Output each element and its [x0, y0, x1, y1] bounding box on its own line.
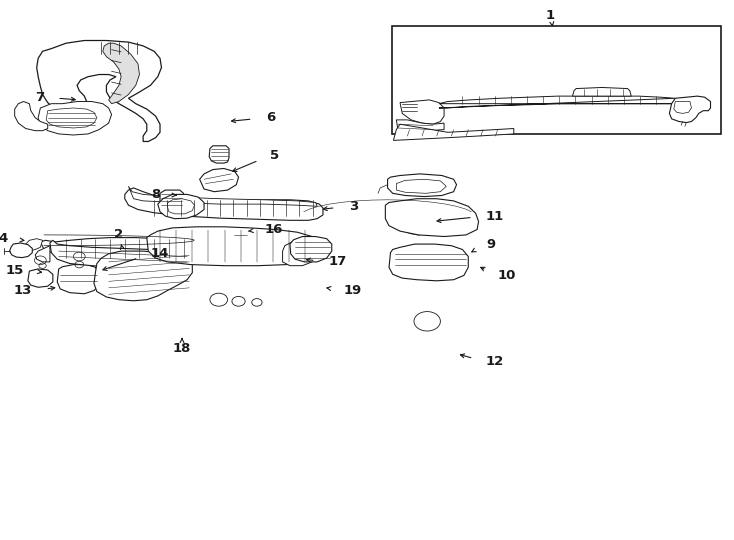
Text: 7: 7 — [35, 91, 44, 104]
Polygon shape — [167, 199, 195, 214]
Polygon shape — [50, 240, 195, 268]
Polygon shape — [10, 243, 32, 258]
Text: 3: 3 — [349, 200, 358, 213]
Text: 19: 19 — [344, 284, 362, 297]
Polygon shape — [125, 188, 323, 220]
Polygon shape — [35, 246, 50, 262]
Text: 6: 6 — [266, 111, 275, 124]
Text: 4: 4 — [0, 232, 7, 245]
Polygon shape — [15, 102, 48, 131]
Text: 9: 9 — [486, 238, 495, 251]
Polygon shape — [405, 211, 417, 217]
Polygon shape — [283, 240, 317, 266]
Text: 15: 15 — [6, 264, 24, 276]
Text: 12: 12 — [486, 355, 504, 368]
Polygon shape — [94, 251, 192, 301]
Polygon shape — [396, 179, 446, 193]
Polygon shape — [200, 168, 239, 192]
Polygon shape — [28, 269, 53, 287]
Polygon shape — [389, 244, 468, 281]
Polygon shape — [393, 124, 514, 140]
Polygon shape — [103, 43, 139, 104]
Text: 8: 8 — [150, 188, 160, 201]
Polygon shape — [573, 87, 631, 96]
Polygon shape — [38, 102, 112, 135]
Bar — [392, 26, 721, 134]
Polygon shape — [37, 40, 161, 141]
Polygon shape — [388, 174, 457, 197]
Polygon shape — [158, 194, 204, 219]
Polygon shape — [385, 199, 479, 237]
Text: 11: 11 — [486, 210, 504, 222]
Polygon shape — [674, 102, 691, 113]
Text: 5: 5 — [270, 149, 279, 162]
Polygon shape — [439, 96, 675, 108]
Text: 1: 1 — [546, 9, 555, 22]
Text: 18: 18 — [172, 342, 192, 355]
Polygon shape — [290, 237, 332, 262]
Text: 2: 2 — [115, 228, 123, 241]
Polygon shape — [57, 265, 99, 294]
Text: 14: 14 — [150, 247, 169, 260]
Text: 10: 10 — [498, 269, 516, 282]
Polygon shape — [46, 108, 97, 128]
Polygon shape — [26, 239, 43, 251]
Polygon shape — [147, 227, 321, 266]
Polygon shape — [396, 120, 444, 136]
Polygon shape — [402, 217, 433, 235]
Polygon shape — [400, 100, 444, 124]
Text: 17: 17 — [329, 255, 347, 268]
Text: 13: 13 — [14, 284, 32, 297]
Polygon shape — [232, 229, 248, 241]
Text: 16: 16 — [264, 223, 283, 236]
Polygon shape — [128, 186, 317, 206]
Polygon shape — [209, 146, 229, 163]
Polygon shape — [160, 190, 184, 208]
Polygon shape — [669, 96, 711, 123]
Polygon shape — [40, 238, 195, 259]
